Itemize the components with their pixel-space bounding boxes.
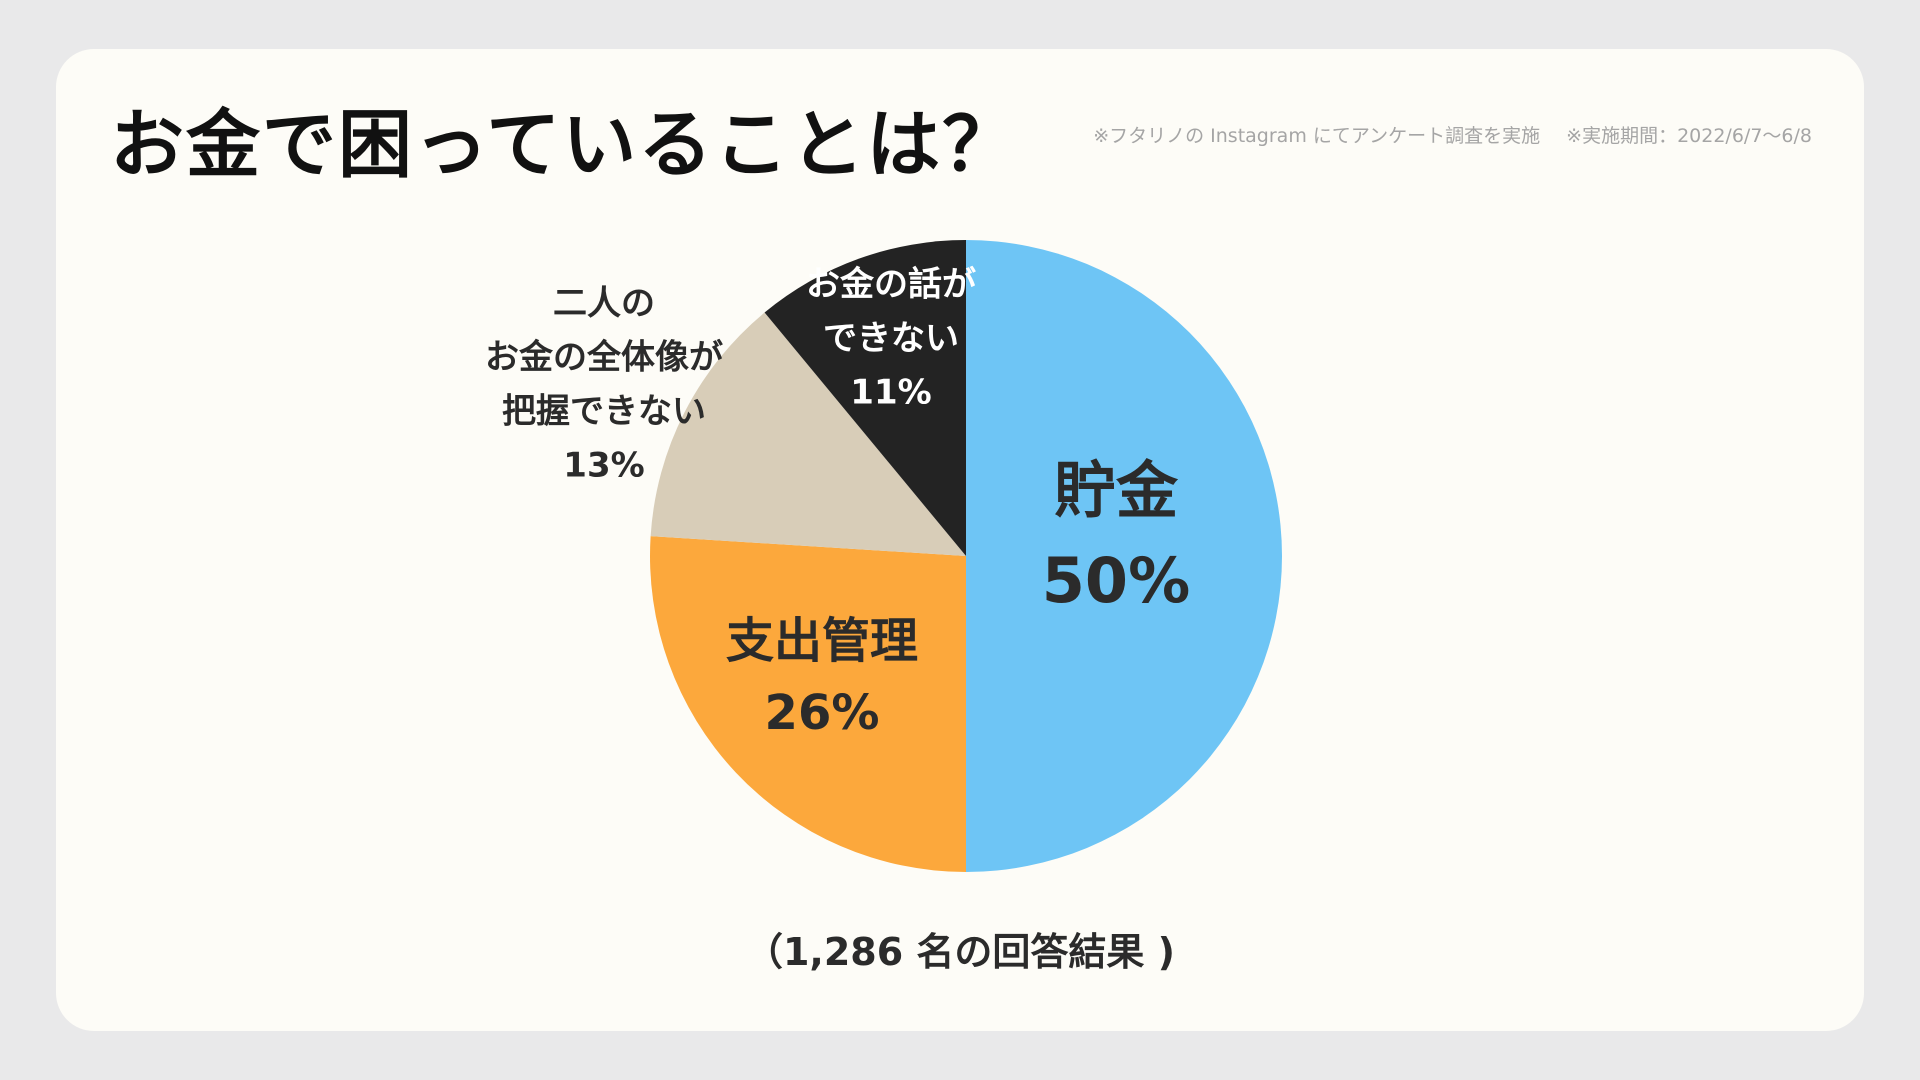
pie-slice-1: [650, 536, 966, 872]
pie-category-label-3: できない: [823, 319, 959, 359]
page-title: お金で困っていることは？: [110, 102, 1019, 188]
pie-slice-0: [966, 240, 1282, 872]
pie-value-label-1: 26%: [765, 685, 880, 741]
pie-category-label-3: お金の話が: [806, 265, 976, 305]
pie-slice-2: [650, 312, 966, 556]
pie-category-label-2: 二人の: [553, 284, 655, 324]
pie-value-label-2: 13%: [563, 446, 644, 486]
pie-category-label-2: お金の全体像が: [485, 338, 723, 378]
pie-category-label-2: 把握できない: [502, 392, 706, 432]
survey-note: ※フタリノの Instagram にてアンケート調査を実施 ※実施期間：2022…: [1093, 121, 1812, 148]
pie-category-label-1: 支出管理: [726, 613, 918, 669]
pie-category-label-0: 貯金: [1054, 454, 1179, 527]
pie-value-label-0: 50%: [1042, 544, 1190, 617]
survey-note-period: ※実施期間：2022/6/7〜6/8: [1566, 125, 1812, 147]
survey-note-method: ※フタリノの Instagram にてアンケート調査を実施: [1093, 125, 1541, 147]
pie-slice-3: [764, 240, 966, 556]
respondent-caption: （1,286 名の回答結果 ): [744, 930, 1176, 974]
pie-value-label-3: 11%: [850, 373, 931, 413]
